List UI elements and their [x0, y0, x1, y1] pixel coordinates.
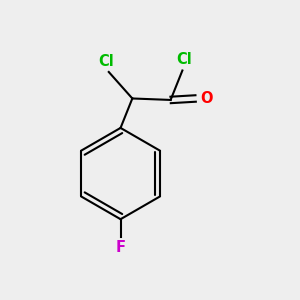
Text: Cl: Cl	[176, 52, 192, 67]
Text: F: F	[116, 240, 126, 255]
Text: Cl: Cl	[98, 54, 114, 69]
Text: O: O	[200, 91, 213, 106]
